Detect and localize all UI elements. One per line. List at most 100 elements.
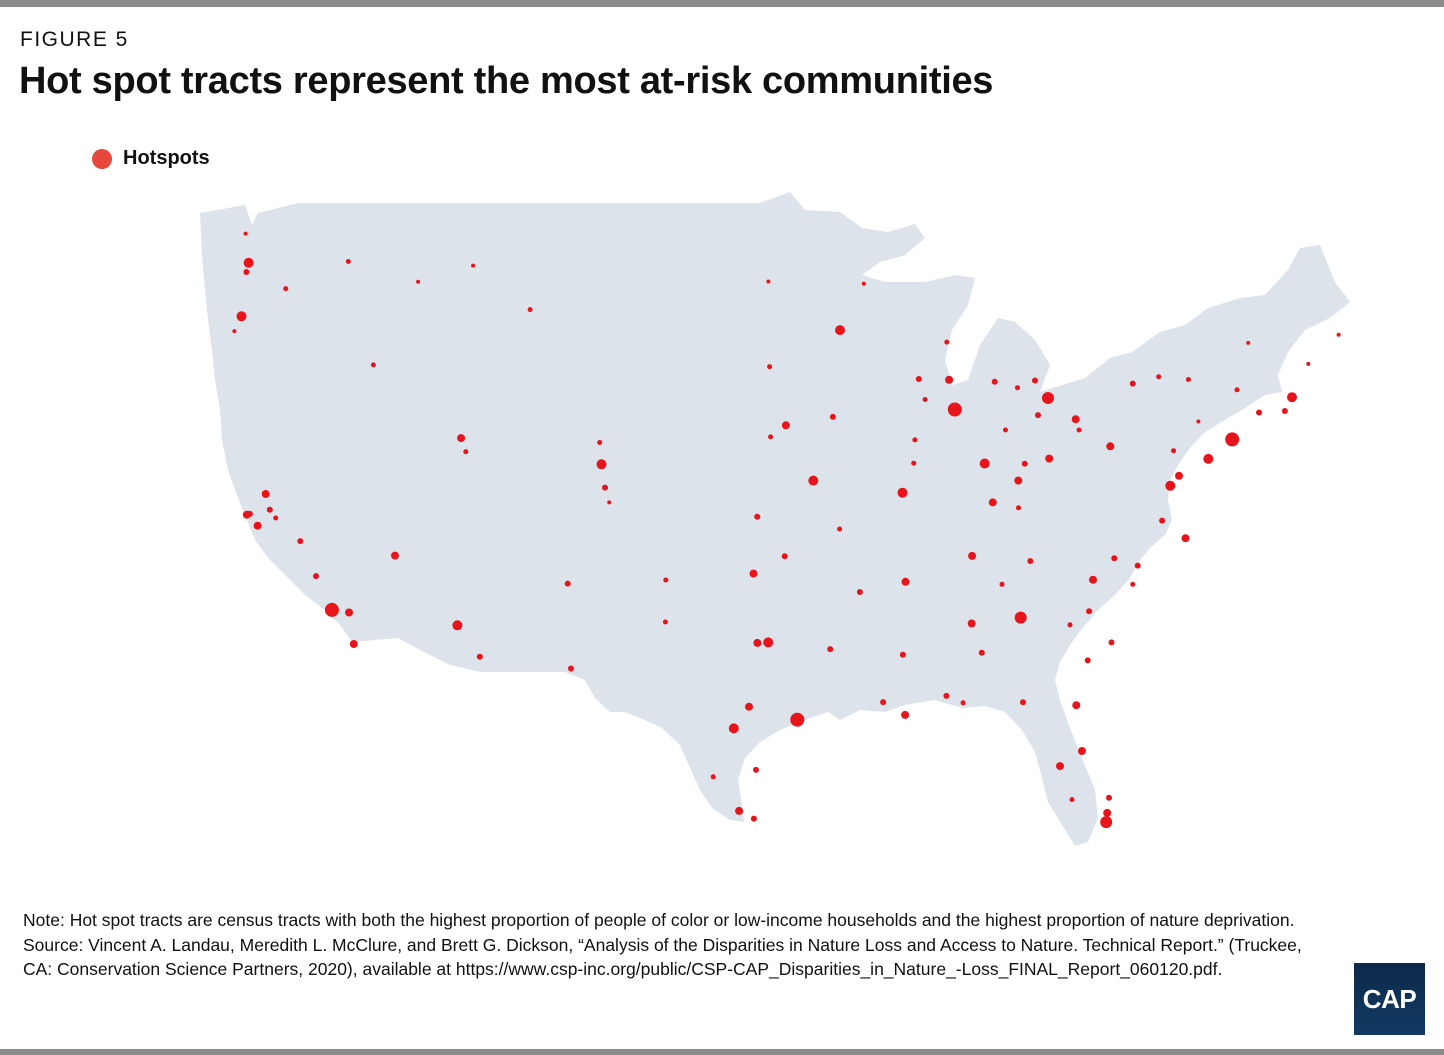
hotspot-lincoln [768, 434, 774, 440]
hotspot-billings [527, 307, 533, 313]
hotspot-salem [232, 329, 237, 334]
hotspot-provo [463, 449, 469, 455]
cap-logo: CAP [1354, 963, 1425, 1035]
hotspot-greensboro [1111, 555, 1118, 562]
figure-label: FIGURE 5 [20, 28, 129, 51]
hotspot-oakland [246, 510, 253, 517]
hotspot-charleston [1108, 639, 1115, 646]
hotspot-chattanooga [999, 581, 1005, 587]
hotspot-flint [1032, 377, 1038, 384]
contiguous-us-landmass [200, 192, 1350, 846]
hotspot-great-falls [471, 263, 476, 268]
hotspot-pensacola [960, 700, 966, 706]
hotspot-grand-rapids [991, 378, 998, 385]
hotspot-norfolk [1181, 534, 1190, 543]
hotspot-lubbock [662, 619, 668, 625]
hotspot-washington-dc [1165, 480, 1176, 491]
hotspot-rockford [922, 397, 928, 402]
hotspot-spokane [345, 259, 351, 264]
hotspot-raleigh [1134, 562, 1141, 569]
hotspot-salt-lake-city [457, 434, 466, 443]
hotspot-boise [370, 362, 376, 368]
hotspot-indianapolis [979, 458, 990, 469]
hotspot-montgomery [978, 649, 985, 656]
hotspot-springfield-mo [837, 526, 843, 532]
hotspot-fargo [766, 279, 771, 284]
hotspot-portland [236, 311, 247, 322]
hotspot-pueblo [607, 500, 612, 505]
hotspot-modesto [273, 515, 279, 521]
hotspot-bellingham [243, 231, 248, 236]
hotspot-tacoma [243, 269, 250, 275]
hotspot-charlotte [1089, 575, 1097, 584]
hotspot-sioux-falls [767, 364, 773, 370]
hotspot-madison [915, 376, 922, 382]
hotspot-corpus-christi [753, 766, 759, 773]
figure-notes: Note: Hot spot tracts are census tracts … [23, 908, 1323, 982]
hotspot-st-louis [897, 487, 908, 498]
hotspot-richmond [1159, 517, 1166, 524]
hotspot-el-paso [568, 665, 574, 672]
hotspot-new-orleans [901, 710, 910, 719]
hotspot-miami [1100, 816, 1113, 829]
hotspot-philadelphia [1203, 453, 1214, 464]
hotspot-rochester [1156, 374, 1162, 380]
hotspot-fort-lauderdale [1103, 808, 1112, 817]
hotspot-missoula [416, 279, 421, 284]
hotspot-toledo [1035, 412, 1041, 419]
hotspot-augusta [1067, 622, 1073, 628]
hotspot-oklahoma-city [749, 569, 758, 578]
hotspot-denver [596, 459, 607, 470]
legend: Hotspots [92, 147, 210, 170]
hotspot-peoria [912, 437, 918, 443]
hotspot-bangor [1336, 332, 1341, 337]
hotspot-laredo [710, 774, 716, 780]
hotspot-fort-myers [1069, 797, 1075, 803]
hotspot-harrisburg [1171, 448, 1176, 454]
note-text: Note: Hot spot tracts are census tracts … [23, 910, 1295, 930]
hotspot-mcallen [735, 806, 744, 815]
hotspot-bakersfield [313, 573, 319, 580]
hotspot-sacramento [261, 490, 270, 498]
source-text: Source: Vincent A. Landau, Meredith L. M… [23, 934, 1302, 980]
hotspot-tucson [476, 653, 483, 660]
hotspot-columbia-sc [1086, 608, 1093, 615]
hotspot-dayton [1021, 460, 1028, 467]
hotspot-cleveland [1071, 415, 1080, 424]
hotspot-chicago [947, 402, 962, 417]
hotspot-jacksonville [1072, 701, 1081, 710]
hotspot-burlington [1246, 340, 1251, 345]
hotspot-detroit [1042, 392, 1054, 404]
hotspot-phoenix [452, 620, 463, 631]
hotspot-little-rock [856, 589, 863, 595]
hotspot-dallas [763, 637, 774, 648]
hotspot-pittsburgh [1106, 442, 1115, 451]
hotspot-memphis [901, 577, 910, 586]
hotspot-jackson-ms [899, 651, 906, 658]
bottom-rule [0, 1049, 1444, 1055]
us-map [200, 192, 1350, 846]
hotspot-tallahassee [1020, 699, 1026, 706]
hotspot-lansing [1015, 385, 1020, 391]
hotspot-san-jose [253, 521, 262, 530]
hotspot-fort-wayne [1003, 427, 1008, 433]
hotspot-buffalo [1129, 380, 1136, 387]
hotspot-san-diego [349, 640, 358, 648]
hotspot-brownsville [750, 815, 757, 822]
hotspot-cincinnati [1014, 476, 1023, 485]
hotspot-mobile [943, 692, 950, 699]
hotspot-west-palm-beach [1106, 794, 1112, 801]
hotspot-amarillo [663, 577, 669, 583]
hotspot-fresno [297, 538, 304, 545]
hotspot-green-bay [944, 339, 950, 345]
hotspot-atlanta [1014, 611, 1027, 624]
cap-logo-text: CAP [1362, 983, 1417, 1014]
hotspot-riverside [345, 608, 353, 617]
hotspot-nashville [968, 551, 977, 560]
hotspot-albany [1234, 387, 1240, 393]
hotspot-knoxville [1027, 558, 1034, 564]
hotspot-tulsa [781, 553, 788, 560]
hotspot-houston [790, 712, 805, 727]
hotspot-springfield-il [911, 460, 917, 466]
hotspot-san-antonio [728, 723, 739, 734]
